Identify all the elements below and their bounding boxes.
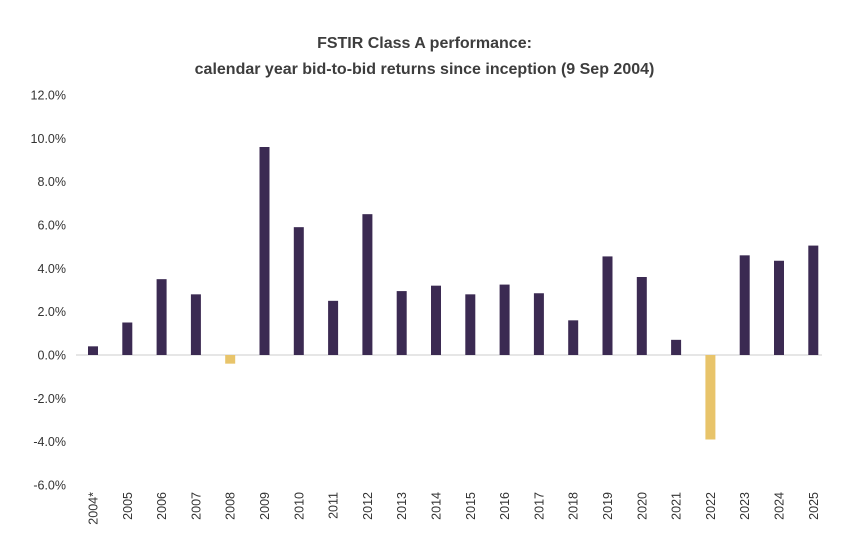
x-tick-label: 2004* (87, 492, 101, 525)
bar-2019 (602, 256, 613, 355)
bar-2013 (396, 291, 407, 355)
x-tick-label: 2012 (361, 492, 375, 520)
bar-2008 (225, 355, 236, 364)
y-tick-label: 10.0% (31, 132, 66, 146)
x-tick-label: 2023 (738, 492, 752, 520)
y-tick-label: -2.0% (33, 392, 66, 406)
bar-2010 (293, 227, 304, 355)
bar-2021 (671, 339, 682, 355)
x-tick-label: 2007 (189, 492, 203, 520)
x-tick-label: 2021 (670, 492, 684, 520)
bar-2018 (568, 320, 579, 355)
x-tick-label: 2005 (121, 492, 135, 520)
bar-2024 (774, 260, 784, 355)
x-tick-label: 2011 (327, 492, 341, 519)
y-tick-label: -4.0% (33, 435, 66, 449)
y-tick-label: 6.0% (38, 219, 67, 233)
x-tick-label: 2014 (430, 492, 444, 520)
x-tick-label: 2022 (704, 492, 718, 520)
bar-2004 (88, 346, 98, 355)
y-tick-label: 0.0% (38, 349, 67, 363)
x-tick-label: 2009 (258, 492, 272, 520)
x-tick-label: 2015 (464, 492, 478, 520)
bar-2009 (259, 147, 270, 355)
y-axis-ticks: 12.0% 10.0% 8.0% 6.0% 4.0% 2.0% 0.0% -2.0% -4.0%… (31, 89, 66, 493)
bar-2007 (190, 294, 201, 355)
bars (88, 147, 819, 440)
bar-2011 (328, 300, 339, 355)
bar-2022 (705, 355, 716, 440)
bar-2014 (431, 285, 441, 355)
y-tick-label: 2.0% (38, 305, 67, 319)
bar-2025 (808, 245, 819, 355)
bar-2017 (533, 293, 544, 355)
x-tick-label: 2017 (532, 492, 546, 520)
bar-2006 (156, 279, 167, 355)
bar-2012 (362, 214, 373, 355)
x-tick-label: 2020 (635, 492, 649, 520)
y-tick-label: 12.0% (31, 89, 66, 103)
bar-2020 (636, 277, 647, 355)
x-tick-label: 2016 (498, 492, 512, 520)
y-tick-label: 4.0% (38, 262, 67, 276)
bar-2005 (122, 322, 133, 355)
x-tick-label: 2025 (807, 492, 821, 520)
y-tick-label: 8.0% (38, 175, 67, 189)
chart-title-line-1: FSTIR Class A performance: (317, 35, 532, 52)
y-tick-label: -6.0% (33, 479, 66, 493)
bar-2015 (465, 294, 476, 355)
x-tick-label: 2024 (773, 492, 787, 520)
bar-2023 (739, 255, 750, 355)
x-tick-label: 2013 (395, 492, 409, 520)
x-tick-label: 2019 (601, 492, 615, 520)
chart-title-line-2: calendar year bid-to-bid returns since i… (194, 61, 655, 78)
x-tick-label: 2008 (224, 492, 238, 520)
x-tick-label: 2006 (155, 492, 169, 520)
x-axis-ticks: 2004* 2005 2006 2007 2008 2009 2010 2011 2012 201… (87, 492, 821, 525)
x-tick-label: 2018 (567, 492, 581, 520)
bar-2016 (499, 284, 510, 355)
x-tick-label: 2010 (292, 492, 306, 520)
